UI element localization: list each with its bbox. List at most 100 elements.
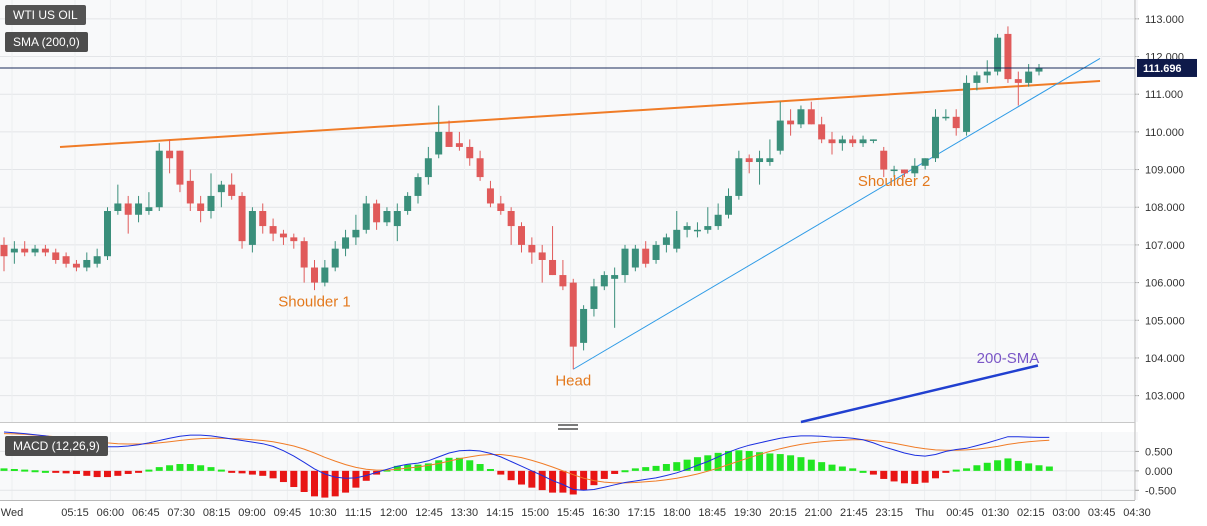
macd-histogram-bar <box>497 470 505 475</box>
bullish-candle <box>621 248 629 276</box>
time-tick-label: 10:30 <box>309 507 337 519</box>
time-tick-label: 12:00 <box>380 507 408 519</box>
bearish-candle <box>259 211 267 227</box>
price-tick-label: 105.000 <box>1145 315 1185 327</box>
macd-histogram-bar <box>93 470 101 478</box>
macd-histogram-bar <box>704 455 712 471</box>
macd-histogram-bar <box>507 470 515 481</box>
bullish-candle <box>31 248 39 253</box>
bullish-candle <box>631 248 639 268</box>
bearish-candle <box>528 244 536 253</box>
macd-histogram-bar <box>538 470 546 491</box>
bullish-candle <box>393 211 401 227</box>
bearish-candle <box>1014 79 1022 83</box>
macd-histogram-bar <box>973 465 981 471</box>
bullish-candle <box>662 237 670 245</box>
price-tick-label: 109.000 <box>1145 165 1185 177</box>
sma-indicator-label[interactable]: SMA (200,0) <box>5 32 88 52</box>
bearish-candle <box>559 275 567 287</box>
bearish-candle <box>290 237 298 242</box>
time-tick-label: 21:45 <box>840 507 868 519</box>
macd-histogram-bar <box>849 468 857 471</box>
macd-histogram-bar <box>311 470 318 497</box>
bearish-candle <box>269 226 277 234</box>
bullish-candle <box>693 229 701 232</box>
price-tick-label: 106.000 <box>1145 278 1185 290</box>
time-tick-label: 16:30 <box>592 507 620 519</box>
bearish-candle <box>1004 33 1012 80</box>
price-pane-background <box>0 0 1135 422</box>
macd-histogram-bar <box>145 469 153 472</box>
bearish-candle <box>787 120 795 125</box>
macd-histogram-bar <box>72 470 80 474</box>
bearish-candle <box>549 259 557 276</box>
price-tick-label: 113.000 <box>1145 14 1184 26</box>
macd-histogram-bar <box>818 462 826 471</box>
bearish-candle <box>124 203 132 215</box>
symbol-label[interactable]: WTI US OIL <box>5 5 86 25</box>
bullish-candle <box>331 248 339 268</box>
bullish-candle <box>104 211 111 257</box>
time-tick-label: 03:00 <box>1052 507 1080 519</box>
bullish-candle <box>83 259 91 268</box>
pane-resize-handle <box>558 424 578 426</box>
bullish-candle <box>725 195 732 215</box>
macd-indicator-label[interactable]: MACD (12,26,9) <box>5 436 108 456</box>
macd-histogram-bar <box>476 464 484 471</box>
macd-histogram-bar <box>424 463 432 471</box>
bearish-candle <box>279 233 287 238</box>
time-tick-label: 12:45 <box>415 507 443 519</box>
macd-tick-label: 0.000 <box>1145 466 1173 478</box>
macd-histogram-bar <box>756 452 764 471</box>
macd-histogram-bar <box>652 465 660 471</box>
price-tick-label: 107.000 <box>1145 240 1185 252</box>
time-tick-label: 21:00 <box>805 507 833 519</box>
macd-histogram-bar <box>693 457 701 471</box>
bearish-candle <box>238 195 246 242</box>
time-tick-label: 13:30 <box>451 507 479 519</box>
macd-histogram-bar <box>559 470 567 493</box>
macd-tick-label: -0.500 <box>1145 485 1176 497</box>
time-tick-label: 03:45 <box>1088 507 1116 519</box>
macd-histogram-bar <box>435 460 443 471</box>
macd-histogram-bar <box>445 457 453 471</box>
bullish-candle <box>362 203 370 230</box>
price-tick-label: 104.000 <box>1145 353 1185 365</box>
pattern-annotation: Shoulder 2 <box>858 173 931 190</box>
macd-histogram-bar <box>486 468 494 471</box>
macd-histogram-bar <box>466 460 474 471</box>
bearish-candle <box>476 158 484 178</box>
price-tick-label: 108.000 <box>1145 202 1185 214</box>
macd-histogram-bar <box>611 470 619 474</box>
bullish-candle <box>983 71 991 76</box>
bearish-candle <box>497 203 505 211</box>
macd-histogram-bar <box>228 470 236 473</box>
macd-histogram-bar <box>1014 460 1022 471</box>
macd-histogram-bar <box>766 453 774 471</box>
macd-histogram-bar <box>994 460 1002 471</box>
macd-histogram-bar <box>631 468 639 471</box>
bearish-candle <box>518 226 525 245</box>
macd-histogram-bar <box>10 468 18 471</box>
bullish-candle <box>435 131 443 155</box>
time-tick-label: 18:45 <box>698 507 726 519</box>
bullish-candle <box>217 184 225 193</box>
bearish-candle <box>818 124 826 140</box>
macd-histogram-bar <box>342 470 350 493</box>
bearish-candle <box>880 150 888 170</box>
bullish-candle <box>776 120 784 151</box>
macd-histogram-bar <box>807 459 815 471</box>
time-tick-label: 14:15 <box>486 507 514 519</box>
time-tick-label: 09:00 <box>238 507 266 519</box>
time-tick-label: Thu <box>915 507 934 519</box>
bullish-candle <box>942 116 950 119</box>
bullish-candle <box>683 226 691 230</box>
bullish-candle <box>704 226 712 230</box>
macd-histogram-bar <box>921 470 929 483</box>
bullish-candle <box>1025 71 1033 83</box>
macd-histogram-bar <box>673 462 681 471</box>
macd-histogram-bar <box>393 465 401 471</box>
bearish-candle <box>197 203 205 211</box>
